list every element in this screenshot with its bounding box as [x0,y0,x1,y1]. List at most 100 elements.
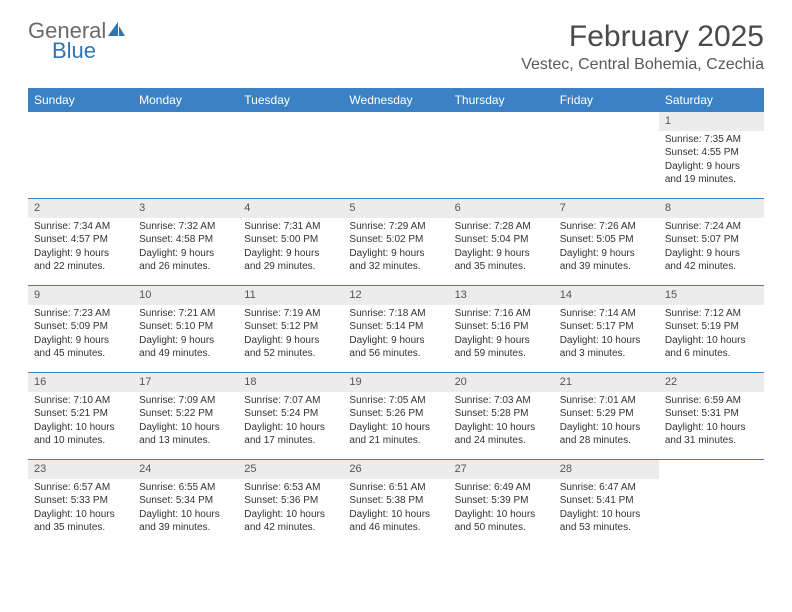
sunset-text: Sunset: 5:39 PM [455,494,548,508]
sunrise-text: Sunrise: 6:53 AM [244,481,337,495]
weekday-header: Monday [133,88,238,112]
daylight-text: Daylight: 10 hours and 50 minutes. [455,508,548,535]
sunset-text: Sunset: 5:05 PM [560,233,653,247]
sunset-text: Sunset: 5:07 PM [665,233,758,247]
sunrise-text: Sunrise: 7:28 AM [455,220,548,234]
sunset-text: Sunset: 5:36 PM [244,494,337,508]
daylight-text: Daylight: 10 hours and 46 minutes. [349,508,442,535]
day-info: Sunrise: 7:14 AMSunset: 5:17 PMDaylight:… [554,307,659,365]
day-cell: 24 Sunrise: 6:55 AMSunset: 5:34 PMDayligh… [133,460,238,546]
weeks-container: 1Sunrise: 7:35 AMSunset: 4:55 PMDaylight… [28,112,764,546]
daylight-text: Daylight: 9 hours and 59 minutes. [455,334,548,361]
sunset-text: Sunset: 4:55 PM [665,146,758,160]
sunset-text: Sunset: 5:17 PM [560,320,653,334]
sunset-text: Sunset: 5:09 PM [34,320,127,334]
day-number: 3 [133,199,238,218]
daylight-text: Daylight: 9 hours and 49 minutes. [139,334,232,361]
sunset-text: Sunset: 5:04 PM [455,233,548,247]
day-cell: 1Sunrise: 7:35 AMSunset: 4:55 PMDaylight… [659,112,764,198]
sunrise-text: Sunrise: 7:24 AM [665,220,758,234]
day-info: Sunrise: 6:53 AMSunset: 5:36 PMDaylight:… [238,481,343,539]
day-cell: 14 Sunrise: 7:14 AMSunset: 5:17 PMDayligh… [554,286,659,372]
daylight-text: Daylight: 10 hours and 3 minutes. [560,334,653,361]
day-info: Sunrise: 6:59 AMSunset: 5:31 PMDaylight:… [659,394,764,452]
sunset-text: Sunset: 5:14 PM [349,320,442,334]
day-number: 24 [133,460,238,479]
day-number: 26 [343,460,448,479]
daylight-text: Daylight: 9 hours and 22 minutes. [34,247,127,274]
day-info: Sunrise: 7:31 AMSunset: 5:00 PMDaylight:… [238,220,343,278]
day-cell: 8Sunrise: 7:24 AMSunset: 5:07 PMDaylight… [659,199,764,285]
day-cell: 10Sunrise: 7:21 AMSunset: 5:10 PMDayligh… [133,286,238,372]
daylight-text: Daylight: 10 hours and 39 minutes. [139,508,232,535]
sunset-text: Sunset: 5:41 PM [560,494,653,508]
sunrise-text: Sunrise: 6:59 AM [665,394,758,408]
sunrise-text: Sunrise: 7:10 AM [34,394,127,408]
day-info: Sunrise: 7:16 AMSunset: 5:16 PMDaylight:… [449,307,554,365]
day-number: 14 [554,286,659,305]
daylight-text: Daylight: 9 hours and 19 minutes. [665,160,758,187]
sunset-text: Sunset: 5:19 PM [665,320,758,334]
weekday-header: Wednesday [343,88,448,112]
sunrise-text: Sunrise: 7:01 AM [560,394,653,408]
day-info: Sunrise: 7:10 AMSunset: 5:21 PMDaylight:… [28,394,133,452]
sunrise-text: Sunrise: 6:49 AM [455,481,548,495]
day-info: Sunrise: 7:19 AMSunset: 5:12 PMDaylight:… [238,307,343,365]
day-cell [28,112,133,198]
day-cell [554,112,659,198]
daylight-text: Daylight: 10 hours and 31 minutes. [665,421,758,448]
month-title: February 2025 [521,20,764,54]
title-block: February 2025 Vestec, Central Bohemia, C… [521,20,764,74]
day-number: 4 [238,199,343,218]
daylight-text: Daylight: 9 hours and 45 minutes. [34,334,127,361]
day-cell: 23 Sunrise: 6:57 AMSunset: 5:33 PMDayligh… [28,460,133,546]
day-cell: 7Sunrise: 7:26 AMSunset: 5:05 PMDaylight… [554,199,659,285]
sunrise-text: Sunrise: 7:31 AM [244,220,337,234]
sunrise-text: Sunrise: 6:55 AM [139,481,232,495]
weekday-header: Tuesday [238,88,343,112]
sunset-text: Sunset: 5:21 PM [34,407,127,421]
weekday-header-row: Sunday Monday Tuesday Wednesday Thursday… [28,88,764,112]
day-cell: 3Sunrise: 7:32 AMSunset: 4:58 PMDaylight… [133,199,238,285]
daylight-text: Daylight: 10 hours and 10 minutes. [34,421,127,448]
daylight-text: Daylight: 10 hours and 21 minutes. [349,421,442,448]
day-number: 10 [133,286,238,305]
day-info: Sunrise: 7:07 AMSunset: 5:24 PMDaylight:… [238,394,343,452]
daylight-text: Daylight: 9 hours and 35 minutes. [455,247,548,274]
day-info: Sunrise: 6:57 AMSunset: 5:33 PMDaylight:… [28,481,133,539]
daylight-text: Daylight: 10 hours and 17 minutes. [244,421,337,448]
week-row: 2Sunrise: 7:34 AMSunset: 4:57 PMDaylight… [28,198,764,285]
week-row: 9Sunrise: 7:23 AMSunset: 5:09 PMDaylight… [28,285,764,372]
day-cell: 25 Sunrise: 6:53 AMSunset: 5:36 PMDayligh… [238,460,343,546]
weekday-header: Saturday [659,88,764,112]
day-cell: 15Sunrise: 7:12 AMSunset: 5:19 PMDayligh… [659,286,764,372]
day-number: 22 [659,373,764,392]
daylight-text: Daylight: 10 hours and 35 minutes. [34,508,127,535]
daylight-text: Daylight: 9 hours and 26 minutes. [139,247,232,274]
day-info: Sunrise: 7:18 AMSunset: 5:14 PMDaylight:… [343,307,448,365]
sunset-text: Sunset: 5:38 PM [349,494,442,508]
week-row: 1Sunrise: 7:35 AMSunset: 4:55 PMDaylight… [28,112,764,198]
daylight-text: Daylight: 10 hours and 24 minutes. [455,421,548,448]
daylight-text: Daylight: 10 hours and 6 minutes. [665,334,758,361]
daylight-text: Daylight: 10 hours and 42 minutes. [244,508,337,535]
day-cell: 5Sunrise: 7:29 AMSunset: 5:02 PMDaylight… [343,199,448,285]
day-info: Sunrise: 7:24 AMSunset: 5:07 PMDaylight:… [659,220,764,278]
day-number: 27 [449,460,554,479]
day-number: 25 [238,460,343,479]
day-number: 23 [28,460,133,479]
weekday-header: Sunday [28,88,133,112]
sunrise-text: Sunrise: 7:23 AM [34,307,127,321]
sunset-text: Sunset: 5:28 PM [455,407,548,421]
day-cell: 12Sunrise: 7:18 AMSunset: 5:14 PMDayligh… [343,286,448,372]
day-cell [133,112,238,198]
location-subtitle: Vestec, Central Bohemia, Czechia [521,56,764,74]
day-number: 16 [28,373,133,392]
sunset-text: Sunset: 5:22 PM [139,407,232,421]
sunset-text: Sunset: 5:34 PM [139,494,232,508]
sunrise-text: Sunrise: 7:32 AM [139,220,232,234]
sunset-text: Sunset: 5:24 PM [244,407,337,421]
sail-icon [106,20,126,42]
daylight-text: Daylight: 9 hours and 52 minutes. [244,334,337,361]
sunset-text: Sunset: 5:26 PM [349,407,442,421]
